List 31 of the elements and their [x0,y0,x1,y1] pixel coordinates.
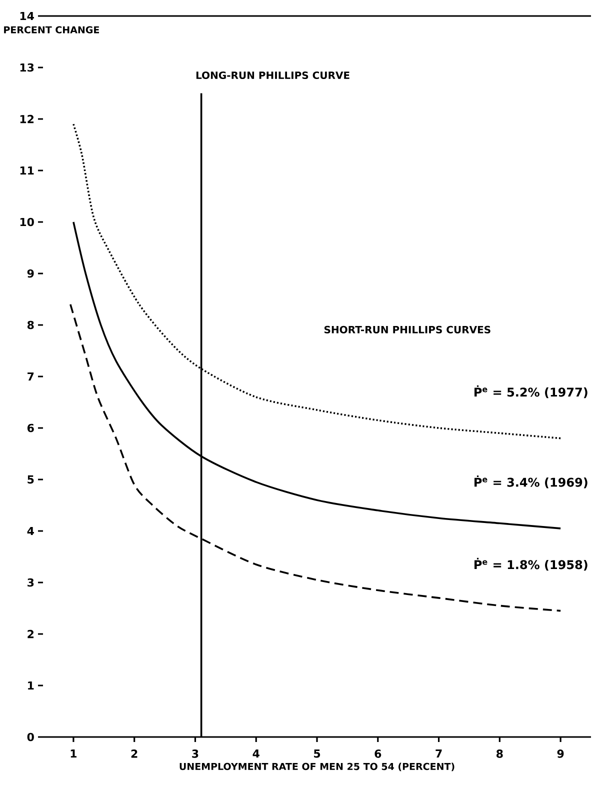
x-tick-label: 6 [374,750,382,758]
x-tick-label: 4 [252,750,260,758]
y-tick-label: 0 [27,732,34,742]
y-tick-label: 5 [28,475,34,484]
y-tick-label: 12 [20,114,34,124]
y-tick-label: 9 [27,269,34,278]
x-axis-title: UNEMPLOYMENT RATE OF MEN 25 TO 54 (PERCENT) [180,762,454,772]
y-axis-title: PERCENT CHANGE [4,26,99,34]
text: Ṗ$^{e}$ = 5.2% (1977) [474,385,588,398]
y-tick-label: 4 [27,526,34,536]
x-tick-label: 9 [557,750,564,758]
y-tick-label: 11 [20,166,34,175]
series-label: LONG-RUN PHILLIPS CURVE [196,71,350,80]
text: Ṗ$^{e}$ = 3.4% (1969) [474,476,588,488]
y-tick-label: 8 [27,320,34,330]
y-tick-label: 6 [27,424,34,432]
x-tick-label: 7 [436,750,442,758]
y-tick-label: 3 [28,578,34,587]
x-tick-label: 3 [192,750,198,758]
y-tick-label: 14 [20,12,34,20]
x-tick-label: 1 [70,750,76,758]
x-tick-label: 5 [314,750,320,758]
x-tick-label: 8 [496,750,503,758]
y-tick-label: 13 [20,63,34,72]
x-tick-label: 2 [131,750,138,758]
y-tick-label: 2 [28,630,34,638]
y-tick-label: 7 [28,372,34,381]
y-tick-label: 10 [20,218,34,226]
annotation: SHORT-RUN PHILLIPS CURVES [324,326,490,334]
y-tick-label: 1 [28,681,34,690]
text: Ṗ$^{e}$ = 1.8% (1958) [474,558,588,571]
